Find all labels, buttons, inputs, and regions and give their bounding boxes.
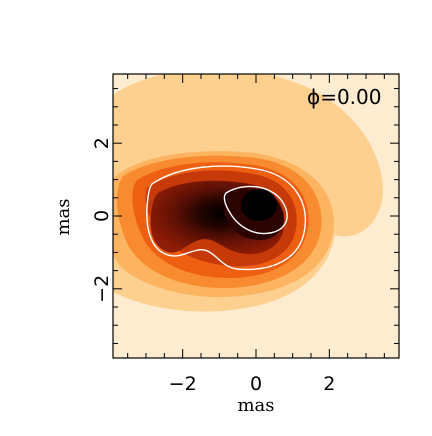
phase-value: =0.00 — [320, 85, 381, 109]
y-tick-label: −2 — [91, 275, 113, 303]
axis-ticks — [113, 74, 399, 358]
phase-symbol: ϕ — [307, 85, 320, 109]
contour-line-outer — [146, 165, 306, 271]
y-tick-label: 2 — [91, 137, 113, 149]
contour-line-inner — [223, 185, 288, 235]
y-tick-label: 0 — [91, 210, 113, 222]
contour-peak — [241, 189, 277, 221]
y-tick-labels: −2 0 2 — [91, 137, 113, 303]
x-tick-label: −2 — [169, 373, 197, 395]
contour-layers — [113, 74, 383, 312]
y-axis-title: mas — [53, 198, 74, 235]
x-axis-title: mas — [237, 395, 274, 416]
x-tick-label: 2 — [323, 373, 335, 395]
x-tick-label: 0 — [250, 373, 262, 395]
x-tick-labels: −2 0 2 — [169, 373, 336, 395]
phase-annotation: ϕ=0.00 — [307, 85, 382, 109]
